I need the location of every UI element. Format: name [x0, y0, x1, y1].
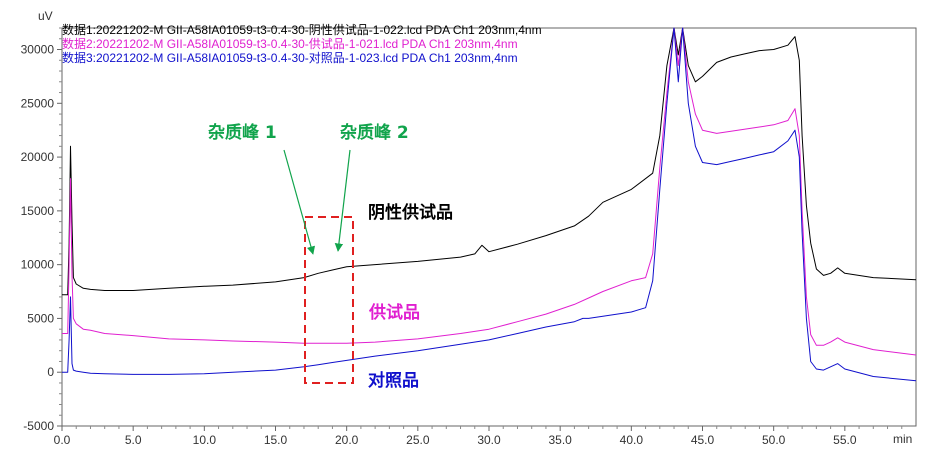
- arrow-impurity-2: [334, 149, 351, 252]
- y-unit-label: uV: [38, 9, 53, 23]
- series-group: [62, 27, 917, 382]
- plot-area: [61, 27, 917, 427]
- legend-entry-1: 数据1:20221202-M GII-A58IA01059-t3-0.4-30-…: [62, 22, 542, 37]
- x-tick-label: 0.0: [54, 433, 71, 447]
- x-tick-label: 50.0: [762, 433, 786, 447]
- x-tick-label: 25.0: [406, 433, 430, 447]
- x-axis: 0.0 5.0 10.0 15.0 20.0 25.0 30.0 35.0 40.0 45.0 50…: [54, 426, 903, 447]
- y-tick-label: 0: [47, 365, 54, 379]
- series-line-2: [62, 27, 917, 356]
- x-tick-label: 30.0: [477, 433, 501, 447]
- x-tick-label: 55.0: [833, 433, 857, 447]
- arrow-impurity-1: [283, 149, 316, 255]
- y-tick-label: -5000: [23, 419, 54, 433]
- series-line-1: [62, 27, 917, 296]
- x-tick-label: 45.0: [691, 433, 715, 447]
- series-line-3: [62, 27, 917, 382]
- legend: 数据1:20221202-M GII-A58IA01059-t3-0.4-30-…: [62, 22, 542, 65]
- y-tick-label: 30000: [21, 43, 55, 57]
- y-tick-label: 20000: [21, 150, 55, 164]
- x-tick-label: 35.0: [548, 433, 572, 447]
- x-tick-label: 20.0: [335, 433, 359, 447]
- x-tick-label: 15.0: [264, 433, 288, 447]
- highlight-box: [304, 216, 354, 384]
- y-tick-label: 5000: [27, 311, 54, 325]
- y-tick-label: 10000: [21, 258, 55, 272]
- x-tick-label: 40.0: [620, 433, 644, 447]
- legend-entry-3: 数据3:20221202-M GII-A58IA01059-t3-0.4-30-…: [62, 50, 518, 65]
- x-tick-label: 10.0: [193, 433, 217, 447]
- y-axis: -5000 0 5000 10000 15000 20000 25000 30000: [21, 27, 62, 433]
- annotation-reference: 对照品: [368, 370, 419, 391]
- annotation-impurity-2: 杂质峰 2: [340, 122, 409, 143]
- annotation-negative-sample: 阴性供试品: [368, 202, 453, 223]
- annotation-sample: 供试品: [368, 302, 420, 323]
- annotation-impurity-1: 杂质峰 1: [208, 122, 277, 143]
- x-unit-label: min: [893, 432, 912, 446]
- y-tick-label: 25000: [21, 96, 55, 110]
- y-tick-label: 15000: [21, 204, 55, 218]
- legend-entry-2: 数据2:20221202-M GII-A58IA01059-t3-0.4-30-…: [62, 36, 518, 51]
- x-tick-label: 5.0: [125, 433, 142, 447]
